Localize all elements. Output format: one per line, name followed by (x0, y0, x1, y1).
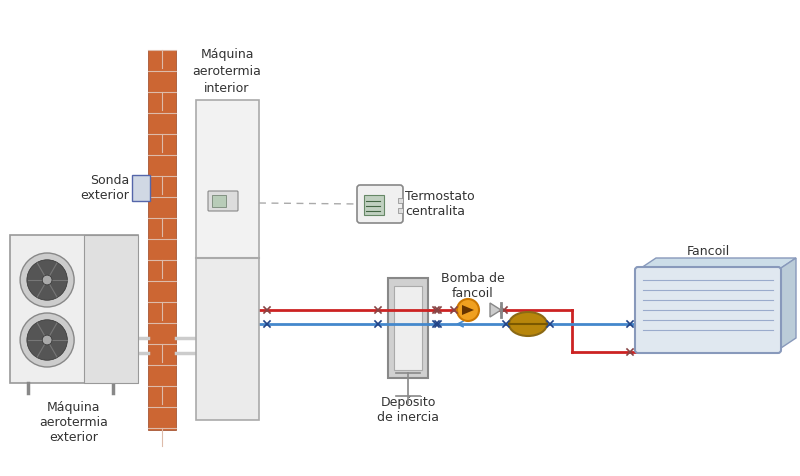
Polygon shape (462, 305, 474, 315)
Text: Bomba de
fancoil: Bomba de fancoil (441, 272, 505, 300)
Text: Máquina
aerotermia
interior: Máquina aerotermia interior (193, 48, 262, 95)
Bar (398, 208, 403, 213)
Text: Termostato
centralita: Termostato centralita (405, 190, 474, 218)
Circle shape (42, 275, 52, 285)
Bar (10, 235, 138, 383)
Text: Sonda
exterior: Sonda exterior (80, 174, 129, 202)
Bar (196, 100, 259, 258)
Circle shape (42, 335, 52, 345)
Circle shape (27, 320, 67, 360)
Bar (212, 195, 226, 207)
Bar (388, 278, 428, 378)
FancyBboxPatch shape (357, 185, 403, 223)
Text: Fancoil: Fancoil (686, 245, 730, 258)
Circle shape (20, 253, 74, 307)
Bar (148, 50, 176, 430)
Bar (84, 235, 138, 383)
Text: Máquina
aerotermia
exterior: Máquina aerotermia exterior (39, 401, 109, 444)
Bar (398, 198, 403, 203)
Bar (364, 195, 384, 215)
Polygon shape (638, 258, 796, 270)
Bar (394, 286, 422, 370)
Ellipse shape (509, 312, 547, 336)
Bar (196, 258, 259, 420)
Text: Depósito
de inercia: Depósito de inercia (377, 396, 439, 424)
Circle shape (457, 299, 479, 321)
Circle shape (27, 260, 67, 300)
Circle shape (20, 313, 74, 367)
FancyBboxPatch shape (635, 267, 781, 353)
Bar (132, 175, 150, 201)
Polygon shape (778, 258, 796, 350)
Polygon shape (490, 303, 501, 317)
FancyBboxPatch shape (208, 191, 238, 211)
